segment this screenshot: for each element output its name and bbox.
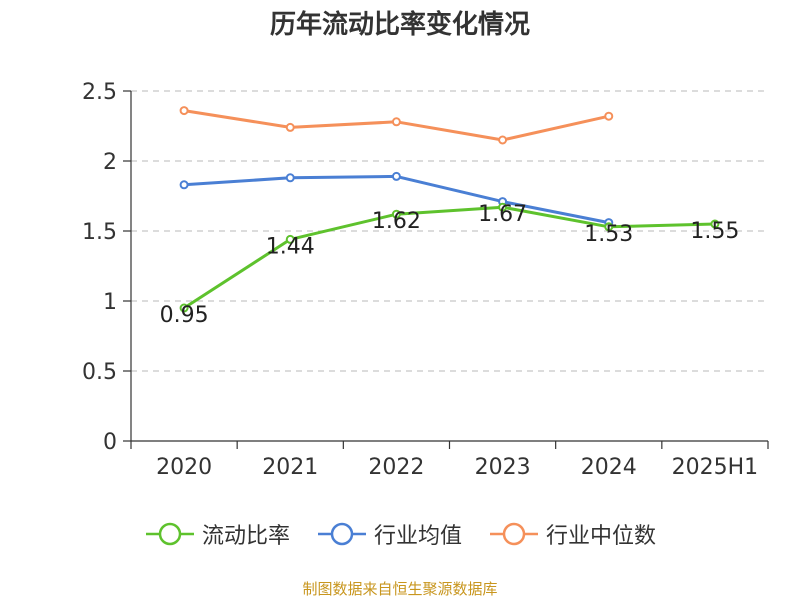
- data-point: [604, 222, 614, 232]
- y-tick-label: 0: [103, 430, 117, 455]
- data-point: [179, 106, 189, 116]
- y-tick-label: 2: [103, 150, 117, 175]
- data-label: 0.95: [160, 303, 209, 328]
- legend: 流动比率 行业均值 行业中位数: [0, 518, 800, 550]
- data-point: [498, 135, 508, 145]
- data-label: 1.44: [266, 234, 315, 259]
- y-tick-label: 1.5: [82, 220, 117, 245]
- data-point: [498, 202, 508, 212]
- x-tick-label: 2020: [156, 455, 212, 480]
- x-tick-label: 2025H1: [672, 455, 759, 480]
- legend-label: 行业均值: [373, 524, 462, 549]
- chart-title: 历年流动比率变化情况: [269, 10, 530, 40]
- legend-item[interactable]: 行业中位数: [488, 518, 656, 550]
- data-point: [391, 171, 401, 181]
- y-tick-label: 1: [103, 290, 117, 315]
- series-line-0: [183, 205, 715, 310]
- x-tick-label: 2022: [368, 455, 424, 480]
- y-tick-label: 2.5: [82, 80, 117, 105]
- data-point: [710, 219, 720, 229]
- legend-swatch: [317, 522, 366, 546]
- data-point: [285, 173, 295, 183]
- data-point: [391, 117, 401, 127]
- data-point: [285, 122, 295, 132]
- x-tick-label: 2024: [581, 455, 637, 480]
- data-point: [604, 111, 614, 121]
- source-note: 制图数据来自恒生聚源数据库: [302, 580, 498, 598]
- data-point: [285, 234, 295, 244]
- x-tick-label: 2021: [262, 455, 318, 480]
- data-label: 1.55: [690, 219, 739, 244]
- legend-swatch: [145, 522, 194, 546]
- y-tick-label: 0.5: [82, 360, 117, 385]
- legend-item[interactable]: 行业均值: [316, 518, 462, 550]
- legend-label: 行业中位数: [546, 524, 657, 549]
- data-label: 1.67: [478, 202, 527, 227]
- data-label: 1.53: [584, 222, 633, 247]
- legend-item[interactable]: 流动比率: [144, 518, 290, 550]
- x-tick-label: 2023: [475, 455, 531, 480]
- data-point: [179, 303, 189, 313]
- legend-swatch: [490, 522, 538, 546]
- data-point: [179, 180, 189, 190]
- data-point: [391, 209, 401, 219]
- legend-label: 流动比率: [201, 524, 290, 549]
- data-label: 1.62: [372, 209, 421, 234]
